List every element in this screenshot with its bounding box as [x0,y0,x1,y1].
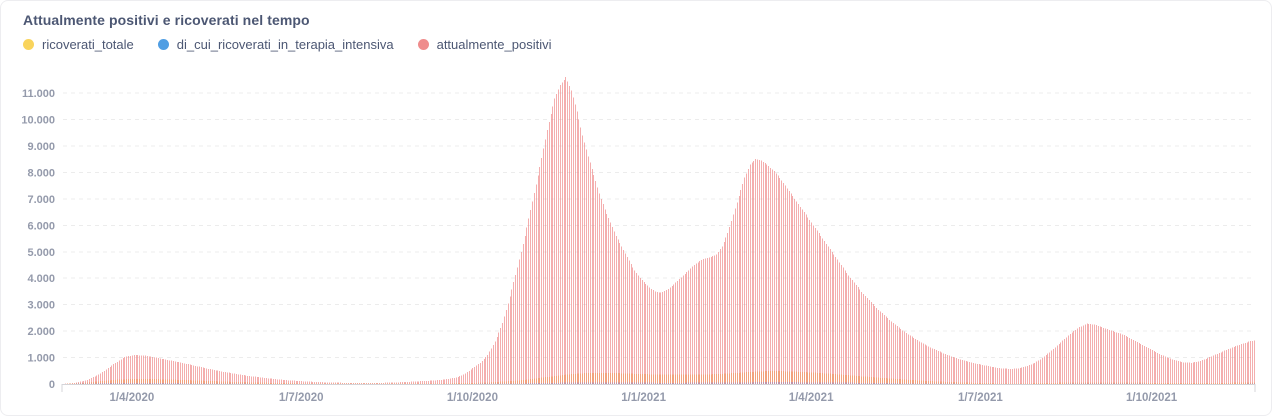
gridlines [63,93,1254,358]
svg-text:5.000: 5.000 [27,247,55,259]
bar-series [65,77,1255,384]
svg-text:1/4/2020: 1/4/2020 [110,392,155,404]
svg-text:3.000: 3.000 [27,300,55,312]
x-axis [62,384,1255,392]
svg-text:1/4/2021: 1/4/2021 [789,392,834,404]
svg-text:1/10/2021: 1/10/2021 [1126,392,1178,404]
svg-text:1/7/2020: 1/7/2020 [279,392,324,404]
svg-text:4.000: 4.000 [27,273,55,285]
svg-text:11.000: 11.000 [22,88,55,100]
x-axis-labels: 1/4/2020 1/7/2020 1/10/2020 1/1/2021 1/4/202… [110,392,1178,404]
svg-text:6.000: 6.000 [27,220,55,232]
svg-text:1.000: 1.000 [27,353,55,365]
svg-text:2.000: 2.000 [27,326,55,338]
svg-text:1/1/2021: 1/1/2021 [621,392,666,404]
svg-text:7.000: 7.000 [27,194,55,206]
svg-text:10.000: 10.000 [21,115,55,127]
svg-text:8.000: 8.000 [27,167,55,179]
svg-text:1/7/2021: 1/7/2021 [958,392,1003,404]
svg-text:1/10/2020: 1/10/2020 [447,392,498,404]
series-attualmente_positivi [65,77,1255,384]
svg-text:9.000: 9.000 [27,141,55,153]
svg-text:0: 0 [49,379,55,391]
series-di_cui_ricoverati_in_terapia_intensiva [76,382,1255,384]
y-axis-labels: 0 1.000 2.000 3.000 4.000 5.000 6.000 7.000 8.00… [21,88,55,391]
